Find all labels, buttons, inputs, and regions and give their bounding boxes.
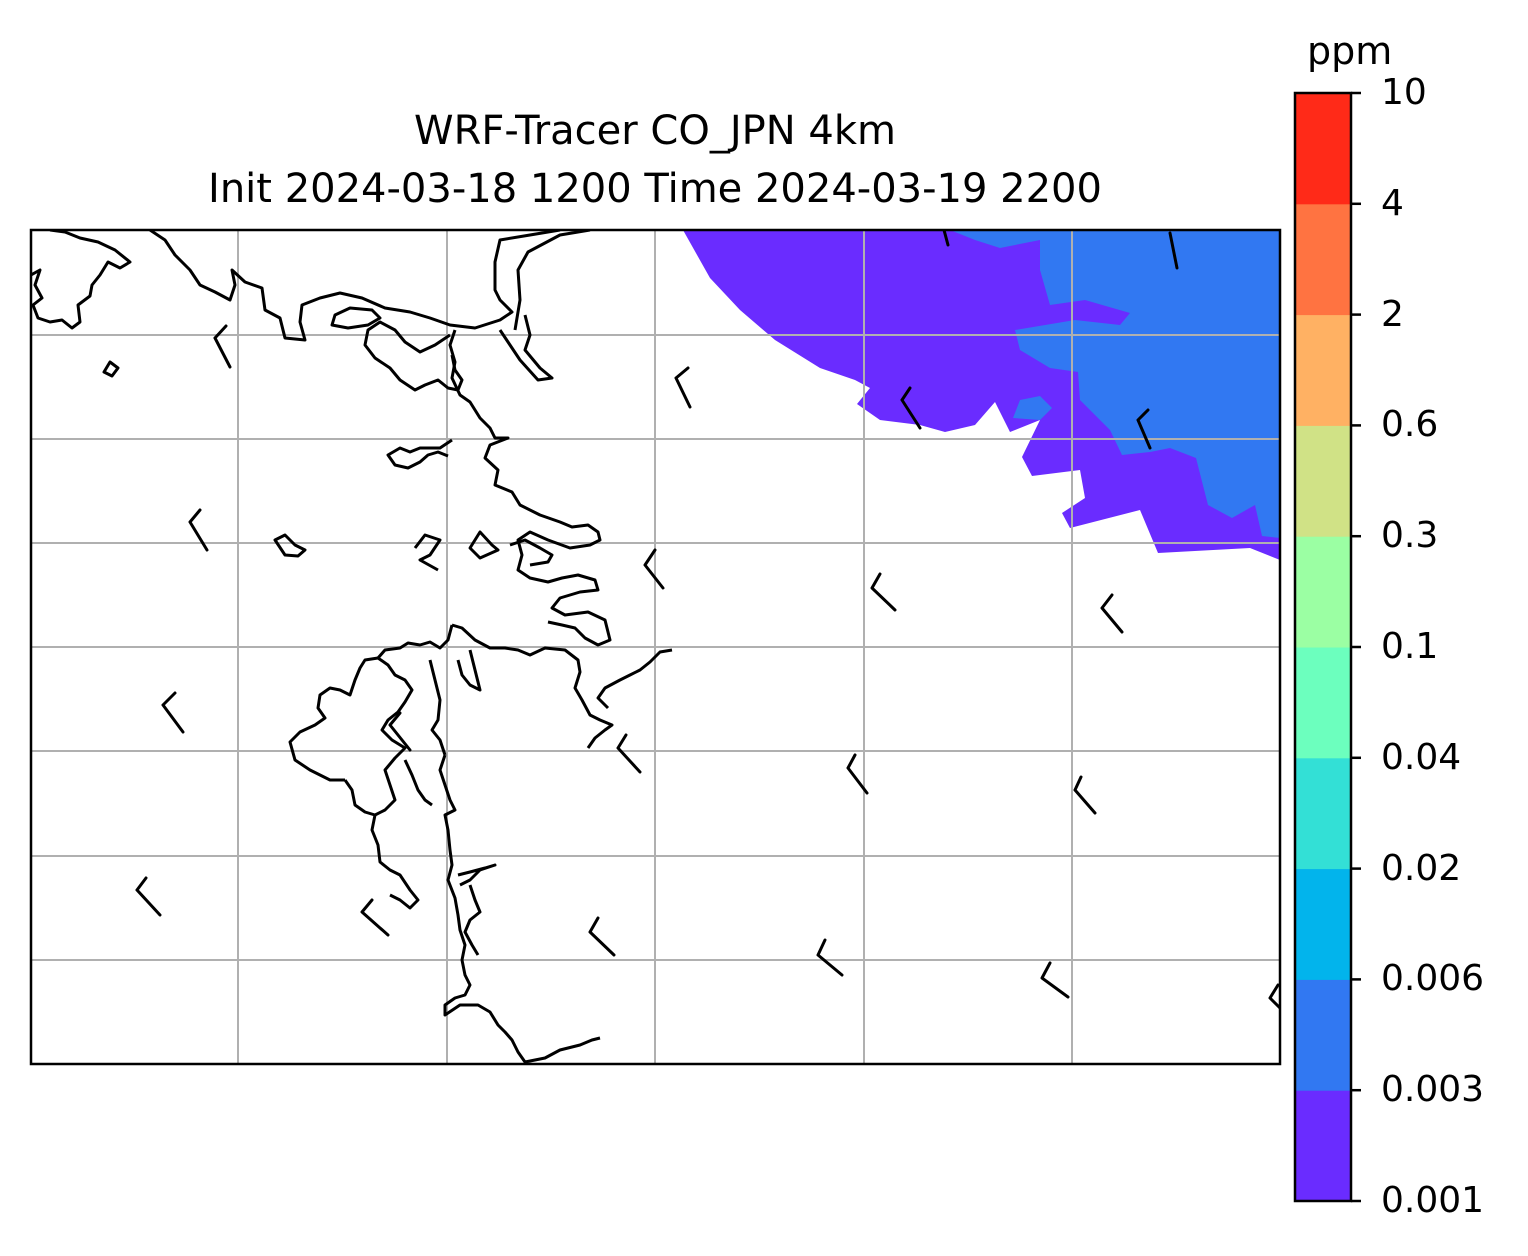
wind-barb — [1040, 961, 1070, 999]
wind-barb — [135, 876, 162, 917]
colorbar-tick-label: 4 — [1381, 182, 1404, 224]
colorbar-tick-label: 0.3 — [1381, 515, 1439, 557]
map-frame — [29, 228, 1282, 1066]
colorbar-band — [1295, 757, 1351, 870]
colorbar-tick-label: 2 — [1381, 293, 1404, 335]
wind-barb — [213, 324, 232, 369]
colorbar-band — [1295, 1090, 1351, 1202]
colorbar-band — [1295, 314, 1351, 426]
colorbar-band — [1295, 647, 1351, 759]
wind-barb — [900, 386, 922, 430]
wind-barb — [616, 733, 642, 774]
wind-barb — [643, 548, 665, 590]
map-title-line-2: Init 2024-03-18 1200 Time 2024-03-19 220… — [208, 166, 1102, 212]
colorbar-tick-label: 0.001 — [1381, 1180, 1485, 1221]
colorbar-tick-label: 0.04 — [1381, 736, 1462, 778]
wind-barb — [1100, 593, 1124, 634]
coastlines — [31, 230, 673, 1064]
colorbar-tick-label: 0.006 — [1381, 958, 1485, 1000]
wind-barb — [846, 753, 869, 795]
colorbar-band — [1295, 203, 1351, 316]
map-title-line-1: WRF-Tracer CO_JPN 4km — [414, 108, 896, 154]
colorbar-tick-label: 0.6 — [1381, 404, 1439, 446]
colorbar-band — [1295, 868, 1351, 980]
wind-barb — [1136, 408, 1152, 450]
colorbar-band — [1295, 425, 1351, 537]
wind-barb — [1168, 231, 1179, 270]
wind-barb — [870, 572, 897, 612]
colorbar-band — [1295, 979, 1351, 1091]
colorbar-tick-label: 10 — [1381, 72, 1427, 113]
wind-barb — [388, 711, 412, 752]
colorbar — [1295, 93, 1351, 1202]
colorbar-unit-label: ppm — [1307, 29, 1393, 73]
wind-barb — [674, 366, 692, 409]
colorbar-band — [1295, 93, 1351, 205]
colorbar-tick-label: 0.1 — [1381, 626, 1439, 667]
wind-barb — [360, 898, 390, 937]
tracer-field-0.003-0.006 — [715, 230, 1280, 538]
wind-barb — [1073, 775, 1097, 815]
colorbar-ticks — [1351, 91, 1361, 1203]
map-panel — [31, 230, 1280, 1064]
wind-barb — [1268, 983, 1280, 1010]
wind-barb — [816, 938, 844, 977]
wind-barbs — [135, 230, 1280, 1010]
colorbar-tick-label: 0.003 — [1381, 1069, 1485, 1111]
colorbar-tick-label: 0.02 — [1381, 847, 1462, 889]
colorbar-band — [1295, 536, 1351, 648]
wind-barb — [188, 508, 209, 552]
wind-barb — [161, 691, 185, 734]
wind-barb — [588, 916, 616, 957]
gridlines — [31, 230, 1280, 1064]
wind-barb — [942, 230, 950, 247]
